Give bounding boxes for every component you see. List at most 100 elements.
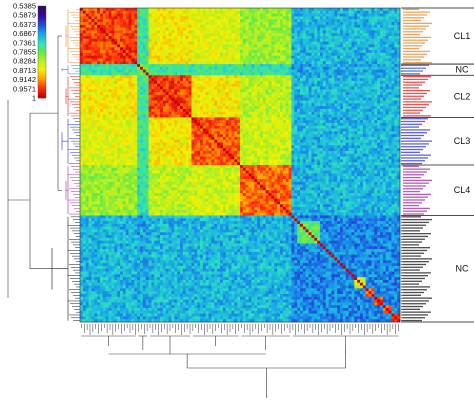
heatmap-cell <box>300 55 304 59</box>
heatmap-cell <box>125 13 129 17</box>
heatmap-cell <box>151 52 155 57</box>
heatmap-cell <box>182 27 187 31</box>
heatmap-cell <box>317 92 321 96</box>
heatmap-cell <box>162 108 167 113</box>
heatmap-cell <box>277 72 281 76</box>
heatmap-cell <box>368 33 372 37</box>
heatmap-cell <box>380 83 384 87</box>
heatmap-cell <box>305 103 309 107</box>
heatmap-cell <box>125 30 129 34</box>
heatmap-cell <box>148 55 152 59</box>
heatmap-cell <box>177 44 181 48</box>
heatmap-cell <box>254 55 258 59</box>
heatmap-cell <box>191 83 195 87</box>
heatmap-cell <box>317 94 321 99</box>
heatmap-cell <box>331 58 335 62</box>
heatmap-cell <box>88 72 92 76</box>
heatmap-cell <box>131 24 135 28</box>
heatmap-cell <box>154 64 158 68</box>
heatmap-cell <box>191 103 195 107</box>
heatmap-cell <box>257 80 261 85</box>
heatmap-cell <box>337 108 341 113</box>
heatmap-cell <box>134 16 138 20</box>
heatmap-cell <box>371 47 375 51</box>
heatmap-cell <box>385 41 389 45</box>
heatmap-cell <box>94 52 98 57</box>
heatmap-cell <box>277 41 281 45</box>
heatmap-cell <box>302 30 307 34</box>
heatmap-cell <box>237 89 241 93</box>
heatmap-cell <box>305 125 309 129</box>
heatmap-cell <box>257 106 261 110</box>
heatmap-cell <box>328 36 332 40</box>
heatmap-cell <box>125 61 129 65</box>
heatmap-cell <box>354 92 358 96</box>
heatmap-cell <box>102 33 107 37</box>
heatmap-cell <box>317 64 321 68</box>
heatmap-cell <box>320 128 324 132</box>
heatmap-cell <box>314 103 318 107</box>
heatmap-cell <box>222 55 227 59</box>
heatmap-cell <box>257 38 261 42</box>
heatmap-cell <box>377 22 381 26</box>
heatmap-cell <box>168 80 172 85</box>
heatmap-cell <box>148 16 152 20</box>
heatmap-cell <box>125 41 129 45</box>
heatmap-cell <box>397 10 401 14</box>
heatmap-cell <box>320 22 324 26</box>
heatmap-cell <box>285 75 289 79</box>
heatmap-cell <box>340 30 344 34</box>
heatmap-cell <box>145 64 149 68</box>
heatmap-cell <box>325 33 329 37</box>
heatmap-cell <box>142 30 147 34</box>
heatmap-cell <box>240 83 244 87</box>
heatmap-cell <box>105 128 109 132</box>
heatmap-cell <box>328 58 332 62</box>
heatmap-cell <box>257 19 261 23</box>
heatmap-cell <box>285 122 289 127</box>
heatmap-cell <box>391 19 395 23</box>
heatmap-cell <box>300 64 304 68</box>
heatmap-cell <box>168 50 172 54</box>
heatmap-cell <box>194 122 198 127</box>
heatmap-cell <box>331 100 335 104</box>
heatmap-cell <box>334 44 338 48</box>
heatmap-cell <box>117 125 121 129</box>
heatmap-cell <box>297 8 301 12</box>
heatmap-cell <box>248 78 252 82</box>
heatmap-cell <box>320 114 324 118</box>
heatmap-cell <box>394 10 398 14</box>
heatmap-cell <box>94 83 98 87</box>
heatmap-cell <box>365 100 369 104</box>
heatmap-cell <box>368 69 372 73</box>
heatmap-cell <box>357 108 361 113</box>
heatmap-cell <box>142 108 147 113</box>
heatmap-cell <box>328 24 332 28</box>
heatmap-cell <box>174 27 178 31</box>
heatmap-cell <box>342 30 347 34</box>
heatmap-cell <box>85 33 89 37</box>
heatmap-cell <box>302 8 307 12</box>
heatmap-cell <box>297 30 301 34</box>
heatmap-cell <box>242 55 247 59</box>
heatmap-cell <box>151 106 155 110</box>
heatmap-cell <box>114 52 118 57</box>
heatmap-cell <box>142 92 147 96</box>
heatmap-cell <box>171 111 175 115</box>
heatmap-cell <box>151 10 155 14</box>
heatmap-cell <box>111 92 115 96</box>
heatmap-cell <box>360 120 364 124</box>
heatmap-cell <box>382 30 387 34</box>
heatmap-cell <box>240 24 244 28</box>
heatmap-cell <box>157 120 161 124</box>
heatmap-cell <box>334 125 338 129</box>
heatmap-cell <box>225 36 229 40</box>
heatmap-cell <box>108 75 112 79</box>
heatmap-cell <box>91 78 95 82</box>
heatmap-cell <box>282 33 287 37</box>
heatmap-cell <box>142 86 147 90</box>
heatmap-cell <box>148 72 152 76</box>
heatmap-cell <box>368 36 372 40</box>
heatmap-cell <box>302 86 307 90</box>
heatmap-cell <box>122 89 127 93</box>
